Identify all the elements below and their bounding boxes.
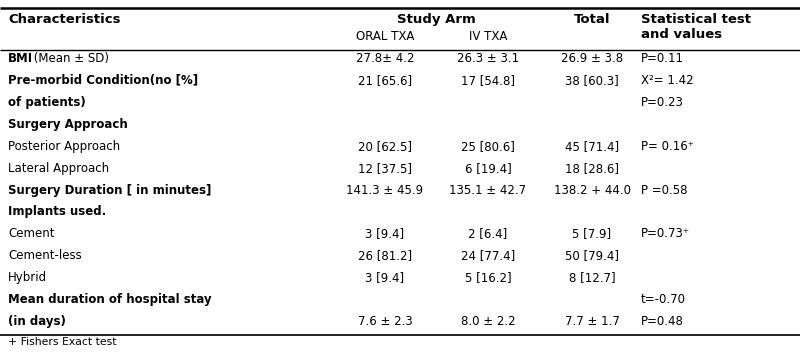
Text: Pre-morbid Condition(no [%]: Pre-morbid Condition(no [%] [8, 74, 198, 87]
Text: 12 [37.5]: 12 [37.5] [358, 162, 412, 175]
Text: P=0.11: P=0.11 [641, 52, 684, 65]
Text: 7.6 ± 2.3: 7.6 ± 2.3 [358, 315, 412, 328]
Text: P=0.23: P=0.23 [641, 96, 684, 109]
Text: IV TXA: IV TXA [469, 30, 507, 43]
Text: 27.8± 4.2: 27.8± 4.2 [356, 52, 414, 65]
Text: 141.3 ± 45.9: 141.3 ± 45.9 [346, 184, 423, 197]
Text: Posterior Approach: Posterior Approach [8, 140, 120, 153]
Text: 45 [71.4]: 45 [71.4] [565, 140, 619, 153]
Text: Implants used.: Implants used. [8, 205, 106, 219]
Text: P=0.73⁺: P=0.73⁺ [641, 227, 690, 240]
Text: 50 [79.4]: 50 [79.4] [565, 249, 619, 262]
Text: 3 [9.4]: 3 [9.4] [366, 271, 405, 284]
Text: 26.3 ± 3.1: 26.3 ± 3.1 [457, 52, 519, 65]
Text: 17 [54.8]: 17 [54.8] [461, 74, 515, 87]
Text: 2 [6.4]: 2 [6.4] [468, 227, 508, 240]
Text: 3 [9.4]: 3 [9.4] [366, 227, 405, 240]
Text: 26 [81.2]: 26 [81.2] [358, 249, 412, 262]
Text: 20 [62.5]: 20 [62.5] [358, 140, 412, 153]
Text: Study Arm: Study Arm [397, 13, 476, 26]
Text: Lateral Approach: Lateral Approach [8, 162, 109, 175]
Text: 5 [7.9]: 5 [7.9] [573, 227, 611, 240]
Text: 6 [19.4]: 6 [19.4] [465, 162, 511, 175]
Text: 135.1 ± 42.7: 135.1 ± 42.7 [450, 184, 526, 197]
Text: Statistical test
and values: Statistical test and values [641, 13, 751, 41]
Text: Mean duration of hospital stay: Mean duration of hospital stay [8, 293, 212, 306]
Text: 8.0 ± 2.2: 8.0 ± 2.2 [461, 315, 515, 328]
Text: 7.7 ± 1.7: 7.7 ± 1.7 [565, 315, 619, 328]
Text: 8 [12.7]: 8 [12.7] [569, 271, 615, 284]
Text: Surgery Approach: Surgery Approach [8, 118, 128, 131]
Text: 26.9 ± 3.8: 26.9 ± 3.8 [561, 52, 623, 65]
Text: X²= 1.42: X²= 1.42 [641, 74, 694, 87]
Text: BMI: BMI [8, 52, 33, 65]
Text: + Fishers Exact test: + Fishers Exact test [8, 337, 117, 347]
Text: t=-0.70: t=-0.70 [641, 293, 686, 306]
Text: Characteristics: Characteristics [8, 13, 121, 26]
Text: 138.2 + 44.0: 138.2 + 44.0 [554, 184, 630, 197]
Text: Cement-less: Cement-less [8, 249, 82, 262]
Text: Hybrid: Hybrid [8, 271, 47, 284]
Text: 5 [16.2]: 5 [16.2] [465, 271, 511, 284]
Text: 24 [77.4]: 24 [77.4] [461, 249, 515, 262]
Text: 21 [65.6]: 21 [65.6] [358, 74, 412, 87]
Text: P =0.58: P =0.58 [641, 184, 687, 197]
Text: (in days): (in days) [8, 315, 66, 328]
Text: 38 [60.3]: 38 [60.3] [565, 74, 619, 87]
Text: 25 [80.6]: 25 [80.6] [461, 140, 515, 153]
Text: of patients): of patients) [8, 96, 86, 109]
Text: Total: Total [574, 13, 610, 26]
Text: 18 [28.6]: 18 [28.6] [565, 162, 619, 175]
Text: (Mean ± SD): (Mean ± SD) [30, 52, 109, 65]
Text: P= 0.16⁺: P= 0.16⁺ [641, 140, 694, 153]
Text: Surgery Duration [ in minutes]: Surgery Duration [ in minutes] [8, 184, 211, 197]
Text: P=0.48: P=0.48 [641, 315, 684, 328]
Text: Cement: Cement [8, 227, 54, 240]
Text: ORAL TXA: ORAL TXA [356, 30, 414, 43]
